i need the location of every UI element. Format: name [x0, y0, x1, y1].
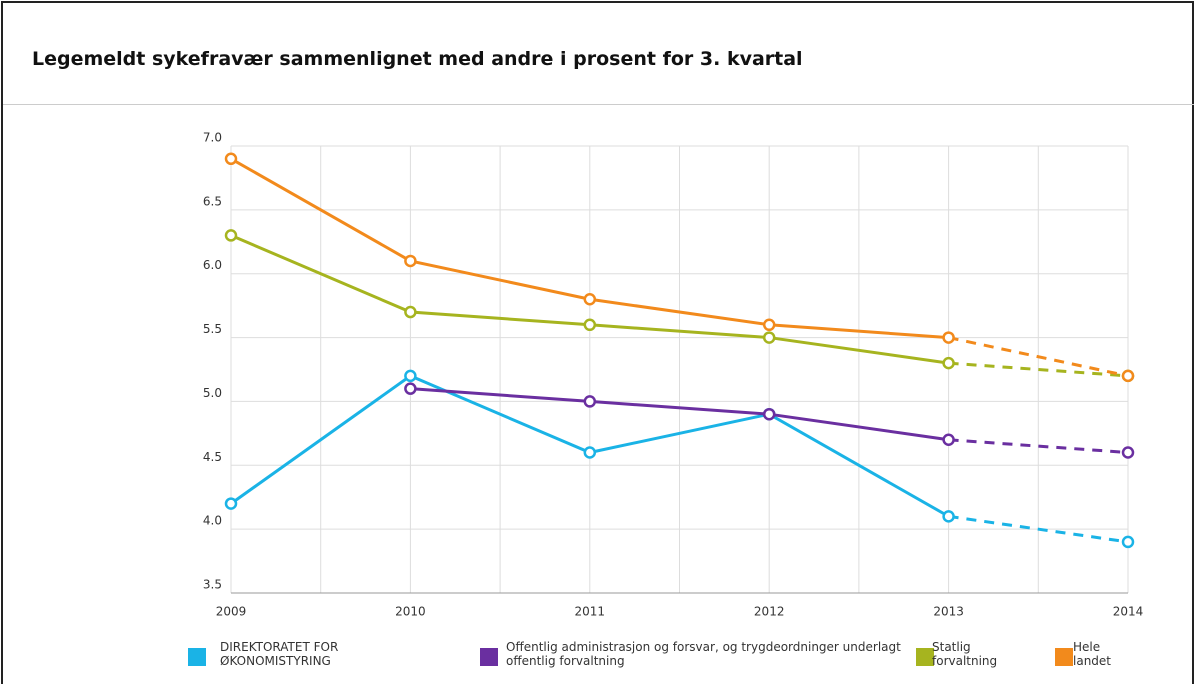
point: [404, 254, 417, 268]
y-tick-label: 4.0: [203, 514, 222, 528]
point: [1121, 535, 1135, 549]
point: [942, 331, 955, 344]
y-tick-label: 4.5: [203, 450, 222, 464]
legend-label: Hele landet: [1073, 640, 1111, 668]
series-line-dashed: [948, 336, 1129, 378]
y-tick-label: 3.5: [203, 578, 222, 592]
point: [224, 152, 238, 166]
x-tick-label: 2013: [933, 605, 964, 619]
chart-title: Legemeldt sykefravær sammenlignet med an…: [32, 48, 803, 70]
separator: [3, 104, 1194, 105]
legend-swatch: [1055, 648, 1073, 666]
x-tick-label: 2009: [216, 605, 247, 619]
legend-swatch: [480, 648, 498, 666]
point: [224, 229, 238, 242]
point: [583, 395, 597, 408]
x-tick-label: 2012: [754, 605, 785, 619]
series-line-dashed: [948, 514, 1129, 544]
point: [942, 510, 955, 523]
point: [404, 382, 417, 395]
x-tick-label: 2011: [575, 605, 606, 619]
point: [583, 293, 597, 306]
y-tick-label: 7.0: [203, 131, 222, 145]
series-line-dashed: [948, 438, 1129, 455]
point: [762, 318, 776, 332]
point: [942, 433, 955, 446]
point: [583, 318, 597, 332]
point: [762, 331, 776, 344]
legend-label: Statlig forvaltning: [932, 640, 998, 668]
legend-swatch: [916, 648, 934, 666]
point: [224, 497, 238, 510]
y-tick-label: 6.0: [203, 258, 222, 272]
legend-label: Offentlig administrasjon og forsvar, og …: [506, 640, 901, 668]
y-tick-label: 6.5: [203, 194, 222, 208]
point: [404, 305, 417, 319]
legend-swatch: [188, 648, 206, 666]
point: [762, 407, 776, 421]
x-tick-label: 2010: [395, 605, 426, 619]
point: [942, 356, 955, 370]
legend-label: DIREKTORATET FOR ØKONOMISTYRING: [220, 640, 339, 668]
y-tick-label: 5.0: [203, 386, 222, 400]
series-line-dashed: [948, 361, 1129, 378]
series-line: [410, 387, 949, 442]
point: [404, 369, 417, 383]
point: [583, 446, 597, 459]
y-tick-label: 5.5: [203, 322, 222, 336]
x-tick-label: 2014: [1113, 605, 1144, 619]
point: [1121, 369, 1135, 383]
point: [1121, 446, 1135, 459]
